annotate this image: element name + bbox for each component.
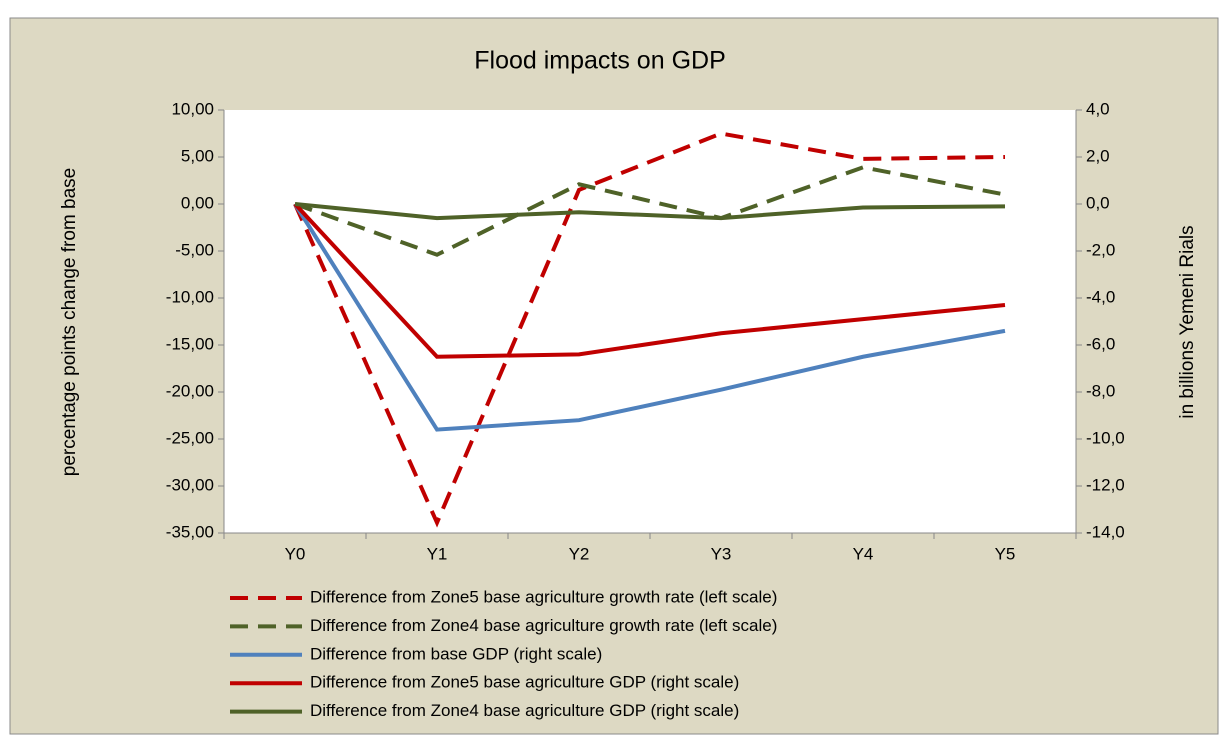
x-tick-label: Y0 <box>285 544 306 563</box>
x-tick-label: Y5 <box>995 544 1016 563</box>
y2-tick-label: -4,0 <box>1086 287 1115 306</box>
y-axis-title: percentage points change from base <box>59 168 80 476</box>
y-tick-label: 0,00 <box>181 193 214 212</box>
y2-tick-label: 4,0 <box>1086 99 1110 118</box>
x-tick-label: Y2 <box>569 544 590 563</box>
y2-tick-label: -6,0 <box>1086 334 1115 353</box>
y-tick-label: -30,00 <box>166 475 214 494</box>
y2-tick-label: -14,0 <box>1086 522 1125 541</box>
x-tick-label: Y3 <box>711 544 732 563</box>
y-tick-label: -10,00 <box>166 287 214 306</box>
y-tick-label: -35,00 <box>166 522 214 541</box>
legend-label: Difference from Zone5 base agriculture G… <box>310 673 739 692</box>
y-tick-label: -25,00 <box>166 428 214 447</box>
legend-label: Difference from base GDP (right scale) <box>310 644 602 663</box>
legend-label: Difference from Zone4 base agriculture G… <box>310 701 739 720</box>
series-line <box>294 202 1006 221</box>
series-line <box>293 131 1006 528</box>
plot-area <box>224 110 1076 533</box>
chart-title: Flood impacts on GDP <box>474 47 726 75</box>
y-tick-label: -15,00 <box>166 334 214 353</box>
x-tick-label: Y1 <box>427 544 448 563</box>
y2-tick-label: -2,0 <box>1086 240 1115 259</box>
y-tick-label: -5,00 <box>175 240 214 259</box>
y2-tick-label: 0,0 <box>1086 193 1110 212</box>
series-line <box>293 202 1006 359</box>
y2-tick-label: -12,0 <box>1086 475 1125 494</box>
legend-label: Difference from Zone5 base agriculture g… <box>310 587 777 606</box>
y2-tick-label: 2,0 <box>1086 146 1110 165</box>
y-tick-label: 10,00 <box>171 99 214 118</box>
series-line <box>294 165 1006 257</box>
series-line <box>293 202 1006 432</box>
x-tick-label: Y4 <box>853 544 874 563</box>
y-tick-label: -20,00 <box>166 381 214 400</box>
y2-axis-title: in billions Yemeni Rials <box>1177 225 1198 418</box>
legend-label: Difference from Zone4 base agriculture g… <box>310 616 777 635</box>
y-tick-label: 5,00 <box>181 146 214 165</box>
y2-tick-label: -8,0 <box>1086 381 1115 400</box>
y2-tick-label: -10,0 <box>1086 428 1125 447</box>
